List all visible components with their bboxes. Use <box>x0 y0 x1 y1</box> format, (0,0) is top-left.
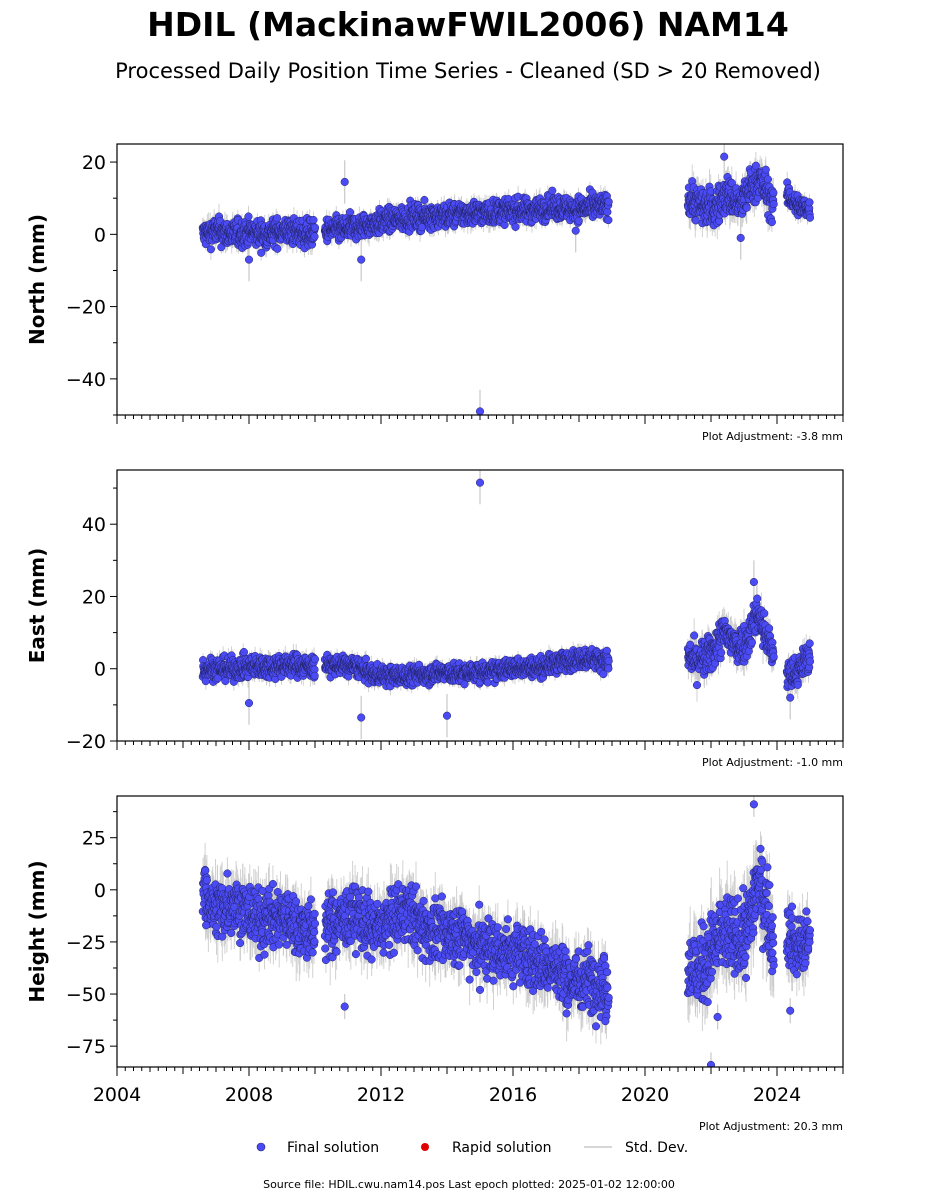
data-point <box>769 200 778 209</box>
outlier-point <box>571 226 580 235</box>
data-point <box>309 215 318 225</box>
std-dev-bars-north <box>202 144 811 415</box>
data-point <box>604 216 613 225</box>
data-point <box>310 232 319 241</box>
plot-area-north <box>198 144 815 415</box>
y-axis-north: 20 0 −20 −40 <box>66 152 117 416</box>
data-point <box>763 175 772 184</box>
data-point <box>273 214 282 223</box>
y-tick-label: 20 <box>82 152 106 174</box>
plot-adjustment-north: Plot Adjustment: -3.8 mm <box>702 430 843 443</box>
data-point <box>603 207 612 217</box>
x-axis-north <box>116 415 844 424</box>
data-point <box>761 165 770 174</box>
data-point <box>310 223 320 232</box>
std-dev-bars-east <box>202 470 811 740</box>
data-point <box>273 244 282 253</box>
data-point <box>769 188 778 197</box>
chart-title: HDIL (MackinawFWIL2006) NAM14 <box>147 5 789 44</box>
data-point <box>742 203 751 212</box>
plot-area-east <box>198 470 815 740</box>
outlier-point <box>340 177 349 186</box>
outlier-point <box>244 255 254 264</box>
data-point <box>767 218 776 227</box>
panel-north: 20 0 −20 −40 North (mm) Plot Adjustment: -3.8… <box>25 143 844 443</box>
y-axis-label-north: North (mm) <box>25 214 49 345</box>
data-point <box>257 248 266 257</box>
y-tick-label: −40 <box>66 369 106 391</box>
y-tick-label: 0 <box>94 224 106 246</box>
chart-subtitle: Processed Daily Position Time Series - C… <box>115 59 821 83</box>
final-solution-points-north <box>198 152 815 415</box>
outlier-point <box>357 255 366 264</box>
data-point <box>727 178 736 187</box>
panels-group: 20 0 −20 −40 North (mm) Plot Adjustment: -3.8… <box>25 143 844 1133</box>
data-point <box>511 222 520 231</box>
y-tick-label: −20 <box>66 297 106 319</box>
data-point <box>244 212 253 221</box>
data-point <box>548 186 557 195</box>
data-point <box>805 198 814 207</box>
data-point <box>751 161 760 170</box>
data-point <box>805 213 815 222</box>
data-point <box>206 245 215 254</box>
data-point <box>574 216 583 225</box>
data-point <box>420 195 429 205</box>
outlier-point <box>720 152 729 161</box>
data-point <box>604 197 613 206</box>
outlier-point <box>736 233 745 242</box>
outlier-point <box>475 407 485 415</box>
